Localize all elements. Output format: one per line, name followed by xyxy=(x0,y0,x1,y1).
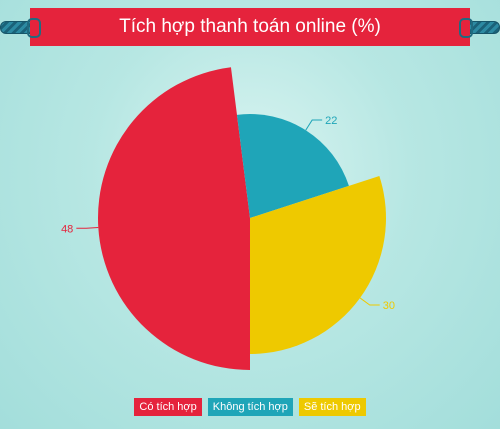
legend: Có tích hợp Không tích hợp Sẽ tích hợp xyxy=(0,398,500,416)
legend-item-3[interactable]: Sẽ tích hợp xyxy=(298,398,366,416)
title-bar: Tích hợp thanh toán online (%) xyxy=(0,8,500,46)
leader-line-2 xyxy=(305,119,323,131)
pie-slice-1 xyxy=(97,67,250,371)
leader-line-3 xyxy=(359,297,380,306)
legend-item-2[interactable]: Không tích hợp xyxy=(207,398,293,416)
data-label-1: 48 xyxy=(61,223,73,235)
ring-left xyxy=(27,18,41,38)
data-label-2: 22 xyxy=(325,115,337,127)
ring-right xyxy=(459,18,473,38)
leader-line-1 xyxy=(76,227,99,229)
legend-item-1[interactable]: Có tích hợp xyxy=(134,398,202,416)
pie-slice-2 xyxy=(236,113,349,218)
data-label-3: 30 xyxy=(383,300,395,312)
pie-slice-3 xyxy=(250,175,387,354)
chart-title: Tích hợp thanh toán online (%) xyxy=(30,8,470,46)
